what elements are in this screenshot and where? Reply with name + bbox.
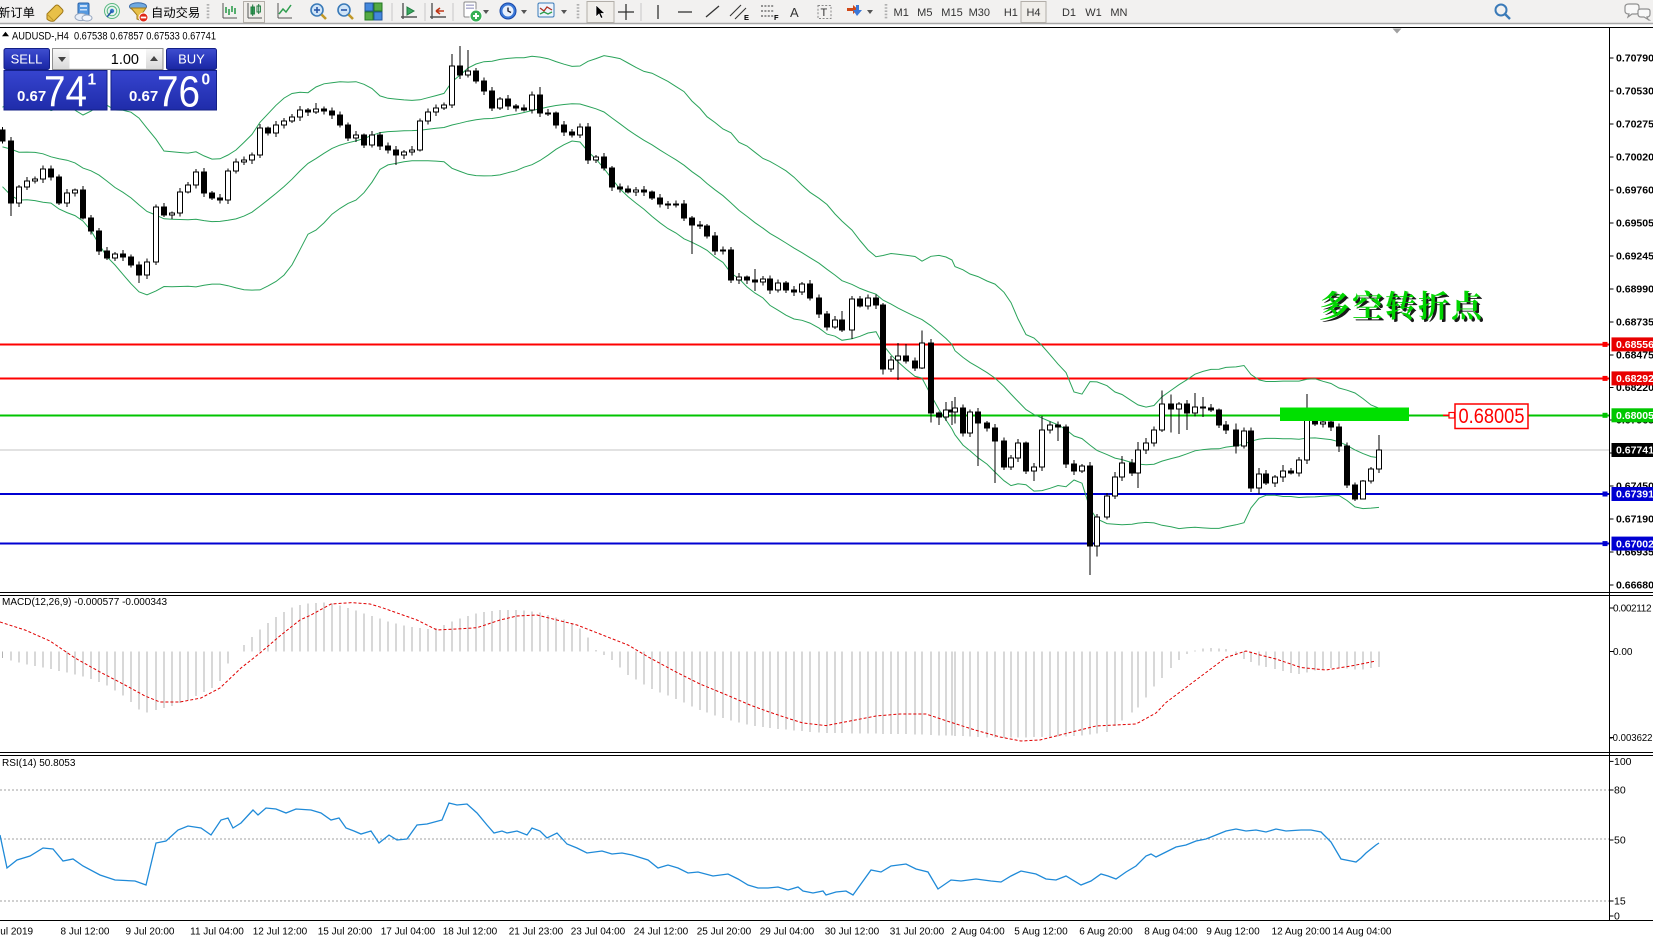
svg-text:0.70020: 0.70020 [1616, 152, 1653, 164]
svg-text:0.68990: 0.68990 [1616, 284, 1653, 296]
svg-text:30 Jul 12:00: 30 Jul 12:00 [825, 927, 880, 938]
svg-text:29 Jul 04:00: 29 Jul 04:00 [760, 927, 815, 938]
svg-text:0.67: 0.67 [17, 88, 46, 105]
svg-text:F: F [774, 13, 779, 22]
svg-text:6 Aug 20:00: 6 Aug 20:00 [1079, 927, 1133, 938]
svg-text:25 Jul 20:00: 25 Jul 20:00 [697, 927, 752, 938]
svg-text:0.70790: 0.70790 [1616, 53, 1653, 65]
svg-text:5 Aug 12:00: 5 Aug 12:00 [1014, 927, 1068, 938]
svg-text:8 Aug 04:00: 8 Aug 04:00 [1144, 927, 1198, 938]
svg-text:1.00: 1.00 [111, 52, 139, 68]
svg-text:15 Jul 20:00: 15 Jul 20:00 [318, 927, 373, 938]
svg-text:0.67190: 0.67190 [1616, 514, 1653, 526]
svg-text:0.69505: 0.69505 [1616, 218, 1653, 230]
svg-text:W1: W1 [1085, 7, 1102, 19]
svg-text:0.67391: 0.67391 [1616, 489, 1653, 501]
svg-text:SELL: SELL [11, 52, 43, 67]
svg-text:0.70530: 0.70530 [1616, 86, 1653, 98]
svg-text:0.70275: 0.70275 [1616, 119, 1653, 131]
svg-text:M15: M15 [941, 7, 962, 19]
svg-text:0.69760: 0.69760 [1616, 185, 1653, 197]
svg-text:0.68005: 0.68005 [1459, 405, 1525, 428]
svg-text:A: A [790, 5, 799, 20]
svg-text:MN: MN [1110, 7, 1127, 19]
svg-text:8 Jul 12:00: 8 Jul 12:00 [61, 927, 110, 938]
svg-text:18 Jul 12:00: 18 Jul 12:00 [443, 927, 498, 938]
svg-text:100: 100 [1614, 756, 1632, 768]
svg-text:80: 80 [1614, 785, 1626, 797]
svg-text:12 Jul 12:00: 12 Jul 12:00 [253, 927, 308, 938]
svg-text:BUY: BUY [178, 52, 205, 67]
svg-text:0.68556: 0.68556 [1616, 339, 1653, 351]
svg-text:RSI(14) 50.8053: RSI(14) 50.8053 [2, 758, 76, 769]
svg-text:9 Jul 20:00: 9 Jul 20:00 [126, 927, 175, 938]
svg-text:15: 15 [1614, 896, 1626, 908]
svg-text:-0.003622: -0.003622 [1610, 733, 1653, 744]
svg-text:0.66680: 0.66680 [1616, 580, 1653, 592]
svg-text:0.67: 0.67 [129, 88, 158, 105]
svg-text:24 Jul 12:00: 24 Jul 12:00 [634, 927, 689, 938]
svg-text:0.67002: 0.67002 [1616, 538, 1653, 550]
svg-text:M30: M30 [969, 7, 990, 19]
svg-text:21 Jul 23:00: 21 Jul 23:00 [509, 927, 564, 938]
svg-text:2 Aug 04:00: 2 Aug 04:00 [951, 927, 1005, 938]
svg-text:T: T [821, 7, 828, 19]
svg-text:5 Jul 2019: 5 Jul 2019 [0, 927, 34, 938]
svg-text:0.002112: 0.002112 [1613, 604, 1652, 615]
svg-text:14 Aug 04:00: 14 Aug 04:00 [1333, 927, 1392, 938]
svg-text:D1: D1 [1062, 7, 1076, 19]
svg-text:11 Jul 04:00: 11 Jul 04:00 [190, 927, 244, 938]
svg-text:0.67741: 0.67741 [1616, 445, 1653, 457]
svg-text:E: E [744, 13, 749, 22]
svg-text:31 Jul 20:00: 31 Jul 20:00 [890, 927, 945, 938]
svg-text:0.68475: 0.68475 [1616, 350, 1653, 362]
svg-text:0.69245: 0.69245 [1616, 251, 1653, 263]
svg-text:0.68735: 0.68735 [1616, 317, 1653, 329]
svg-text:23 Jul 04:00: 23 Jul 04:00 [571, 927, 626, 938]
svg-text:MACD(12,26,9) -0.000577 -0.000: MACD(12,26,9) -0.000577 -0.000343 [2, 597, 168, 608]
svg-text:9 Aug 12:00: 9 Aug 12:00 [1206, 927, 1260, 938]
svg-text:0: 0 [202, 72, 211, 89]
svg-text:0.00: 0.00 [1613, 647, 1633, 658]
svg-text:H4: H4 [1026, 7, 1040, 19]
svg-text:17 Jul 04:00: 17 Jul 04:00 [381, 927, 436, 938]
svg-text:AUDUSD-,H4 0.67538 0.67857 0.: AUDUSD-,H4 0.67538 0.67857 0.67533 0.677… [12, 31, 216, 43]
svg-text:0.68005: 0.68005 [1616, 410, 1653, 422]
svg-text:12 Aug 20:00: 12 Aug 20:00 [1272, 927, 1331, 938]
svg-text:76: 76 [157, 68, 200, 117]
svg-text:H1: H1 [1004, 7, 1018, 19]
svg-text:74: 74 [44, 68, 87, 117]
svg-text:50: 50 [1614, 835, 1626, 847]
svg-text:0: 0 [1614, 911, 1620, 923]
svg-text:0.68292: 0.68292 [1616, 373, 1653, 385]
svg-text:M5: M5 [917, 7, 932, 19]
svg-text:1: 1 [88, 72, 97, 89]
svg-text:M1: M1 [894, 7, 909, 19]
